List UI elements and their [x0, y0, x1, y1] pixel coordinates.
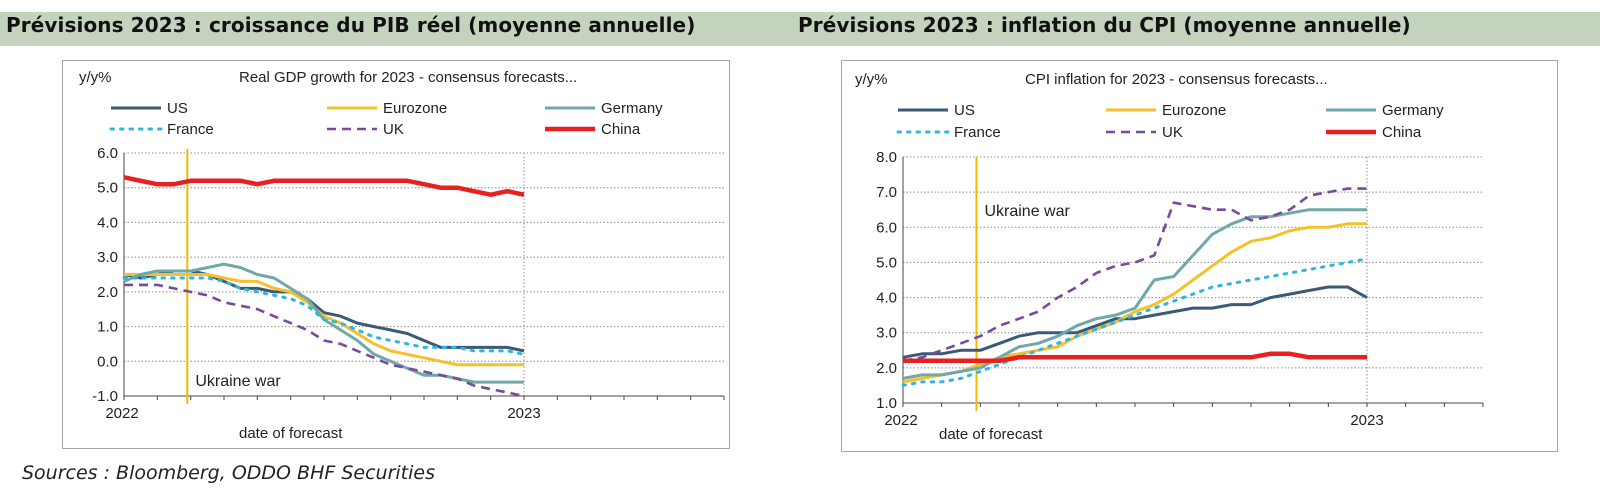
source-note: Sources : Bloomberg, ODDO BHF Securities — [22, 462, 435, 484]
y-tick-label: 3.0 — [97, 249, 118, 266]
x-axis-label: date of forecast — [939, 426, 1043, 443]
x-end-label: 2023 — [507, 405, 540, 422]
title-banner — [0, 12, 1600, 46]
legend-label-france: France — [954, 124, 1001, 141]
series-line-eurozone — [124, 273, 524, 367]
y-tick-label: 4.0 — [97, 214, 118, 231]
legend-label-eurozone: Eurozone — [1162, 102, 1226, 119]
series-line-france — [122, 276, 526, 356]
ukraine-war-label: Ukraine war — [984, 203, 1070, 220]
cpi-chart: y/y% CPI inflation for 2023 - consensus f… — [855, 71, 1484, 443]
legend-label-china: China — [601, 121, 641, 138]
y-tick-label: 1.0 — [97, 319, 118, 336]
x-start-label: 2022 — [105, 405, 138, 422]
y-tick-label: 6.0 — [876, 219, 897, 236]
series-line-us — [902, 285, 1368, 359]
chart-title: CPI inflation for 2023 - consensus forec… — [1025, 71, 1328, 88]
gdp-chart-frame: y/y% Real GDP growth for 2023 - consensus… — [62, 60, 730, 449]
y-tick-label: 1.0 — [876, 395, 897, 412]
y-tick-label: 4.0 — [876, 290, 897, 307]
legend-label-us: US — [954, 102, 975, 119]
legend-label-germany: Germany — [601, 100, 663, 117]
y-tick-label: 2.0 — [876, 360, 897, 377]
y-tick-label: 3.0 — [876, 325, 897, 342]
left-panel-title: Prévisions 2023 : croissance du PIB réel… — [6, 13, 696, 37]
series-line-uk — [124, 283, 525, 398]
legend-label-uk: UK — [1162, 124, 1183, 141]
right-panel-title: Prévisions 2023 : inflation du CPI (moye… — [798, 13, 1411, 37]
gdp-chart: y/y% Real GDP growth for 2023 - consensus… — [79, 69, 725, 442]
y-axis-label: y/y% — [79, 69, 112, 86]
y-tick-label: 8.0 — [876, 149, 897, 166]
legend-label-china: China — [1382, 124, 1422, 141]
y-tick-label: 7.0 — [876, 184, 897, 201]
series-line-france — [901, 257, 1369, 387]
legend-label-us: US — [167, 100, 188, 117]
ukraine-war-label: Ukraine war — [195, 373, 281, 390]
x-end-label: 2023 — [1350, 412, 1383, 429]
chart-title: Real GDP growth for 2023 - consensus for… — [239, 69, 577, 86]
legend-label-france: France — [167, 121, 214, 138]
y-tick-label: 0.0 — [97, 353, 118, 370]
series-line-eurozone — [902, 222, 1367, 384]
series-line-germany — [902, 208, 1367, 380]
legend-label-eurozone: Eurozone — [383, 100, 447, 117]
y-tick-label: 6.0 — [97, 145, 118, 162]
y-axis-label: y/y% — [855, 71, 888, 88]
cpi-chart-frame: y/y% CPI inflation for 2023 - consensus f… — [841, 60, 1558, 452]
y-tick-label: 2.0 — [97, 284, 118, 301]
x-start-label: 2022 — [884, 412, 917, 429]
y-tick-label: 5.0 — [97, 180, 118, 197]
series-line-uk — [902, 187, 1367, 363]
y-tick-label: 5.0 — [876, 254, 897, 271]
series-line-china — [903, 351, 1367, 364]
legend-label-uk: UK — [383, 121, 404, 138]
legend-label-germany: Germany — [1382, 102, 1444, 119]
y-tick-label: -1.0 — [92, 388, 118, 405]
x-axis-label: date of forecast — [239, 425, 343, 442]
series-line-us — [123, 269, 525, 353]
series-line-china — [123, 175, 525, 197]
